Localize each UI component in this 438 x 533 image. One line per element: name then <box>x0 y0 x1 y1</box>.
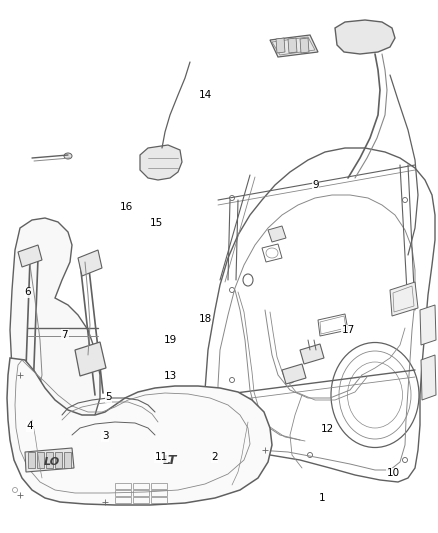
Text: 15: 15 <box>150 218 163 228</box>
Polygon shape <box>335 20 395 54</box>
Text: 19: 19 <box>163 335 177 345</box>
Text: 5: 5 <box>105 392 112 402</box>
Polygon shape <box>64 452 71 468</box>
Ellipse shape <box>348 33 356 41</box>
Polygon shape <box>37 452 44 468</box>
Text: 9: 9 <box>312 181 319 190</box>
Text: 7: 7 <box>61 330 68 340</box>
Text: 2: 2 <box>211 453 218 462</box>
Text: 18: 18 <box>198 314 212 324</box>
Text: LO: LO <box>44 457 60 467</box>
Polygon shape <box>75 342 106 376</box>
Text: 11: 11 <box>155 453 168 462</box>
Polygon shape <box>300 344 324 364</box>
Polygon shape <box>140 145 182 180</box>
Polygon shape <box>390 282 418 316</box>
Text: 12: 12 <box>321 424 334 434</box>
Text: 1: 1 <box>318 494 325 503</box>
Ellipse shape <box>374 33 382 41</box>
Text: 16: 16 <box>120 202 133 212</box>
Text: 14: 14 <box>198 90 212 100</box>
Polygon shape <box>25 448 74 472</box>
Polygon shape <box>55 452 62 468</box>
Polygon shape <box>18 245 42 267</box>
Polygon shape <box>421 355 436 400</box>
Ellipse shape <box>64 153 72 159</box>
Text: 3: 3 <box>102 431 109 441</box>
Ellipse shape <box>81 351 99 369</box>
Text: 4: 4 <box>26 422 33 431</box>
Polygon shape <box>300 38 309 53</box>
Text: 10: 10 <box>387 469 400 478</box>
Text: LT: LT <box>163 454 177 466</box>
Polygon shape <box>7 358 272 505</box>
Polygon shape <box>46 452 53 468</box>
Polygon shape <box>282 364 306 384</box>
Polygon shape <box>10 218 100 438</box>
Polygon shape <box>288 38 297 53</box>
Polygon shape <box>268 226 286 242</box>
Polygon shape <box>270 35 318 57</box>
Text: 6: 6 <box>24 287 31 297</box>
Polygon shape <box>20 378 44 401</box>
Polygon shape <box>78 250 102 276</box>
Polygon shape <box>276 38 285 53</box>
Ellipse shape <box>67 460 77 470</box>
Polygon shape <box>420 305 436 345</box>
Text: 13: 13 <box>163 371 177 381</box>
Text: 17: 17 <box>342 326 355 335</box>
Polygon shape <box>28 452 35 468</box>
